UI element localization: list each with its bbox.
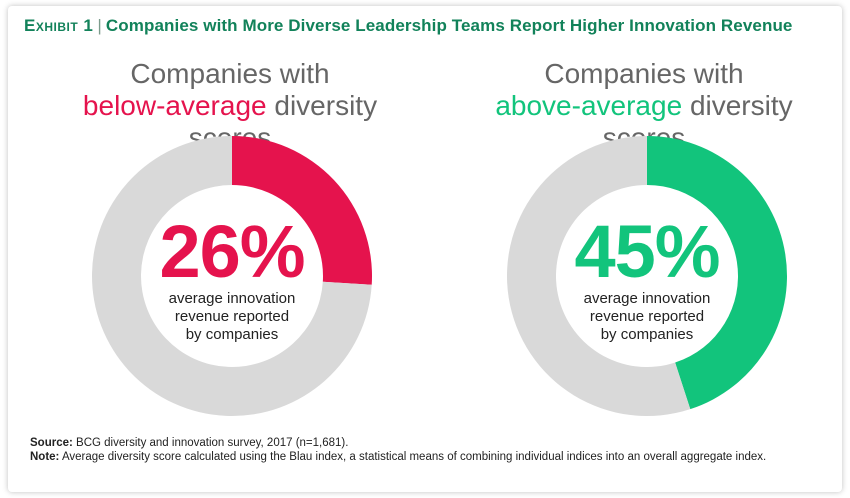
left-donut-slice-other xyxy=(92,136,372,416)
note-label: Note: xyxy=(30,451,60,463)
left-donut-chart xyxy=(92,136,372,416)
source-text: BCG diversity and innovation survey, 201… xyxy=(76,437,349,449)
exhibit-frame: Exhibit 1 | Companies with More Diverse Le… xyxy=(8,6,842,492)
source-note: Source: BCG diversity and innovation sur… xyxy=(30,436,800,450)
left-panel-title: Companies with below-average diversity s… xyxy=(40,58,420,154)
footnotes: Source: BCG diversity and innovation sur… xyxy=(30,436,800,464)
left-description-line: by companies xyxy=(185,326,279,343)
right-description: average innovation revenue reported by c… xyxy=(547,290,747,344)
exhibit-title: Companies with More Diverse Leadership T… xyxy=(105,16,793,35)
exhibit-label: Exhibit 1 xyxy=(24,16,94,35)
left-value-label: 26% xyxy=(159,210,305,293)
left-donut-slice-innovation xyxy=(232,136,372,285)
right-donut-chart xyxy=(507,136,787,416)
right-description-line: revenue reported xyxy=(589,308,705,325)
exhibit-header: Exhibit 1 | Companies with More Diverse Le… xyxy=(24,16,793,36)
right-description-line: by companies xyxy=(600,326,694,343)
left-description-line: revenue reported xyxy=(174,308,290,325)
source-label: Source: xyxy=(30,437,73,449)
left-description: average innovation revenue reported by c… xyxy=(132,290,332,344)
method-note: Note: Average diversity score calculated… xyxy=(30,450,800,464)
right-donut-slice-other xyxy=(507,136,691,416)
note-text: Average diversity score calculated using… xyxy=(61,451,767,463)
left-title-highlight: below-average xyxy=(82,90,267,121)
exhibit-separator: | xyxy=(97,16,102,35)
left-description-line: average innovation xyxy=(168,290,296,307)
right-donut-slice-innovation xyxy=(647,136,787,410)
right-value-label: 45% xyxy=(574,210,720,293)
right-description-line: average innovation xyxy=(583,290,711,307)
left-title-line1: Companies with xyxy=(130,58,330,89)
right-title-line1: Companies with xyxy=(544,58,744,89)
right-title-highlight: above-average xyxy=(495,90,683,121)
